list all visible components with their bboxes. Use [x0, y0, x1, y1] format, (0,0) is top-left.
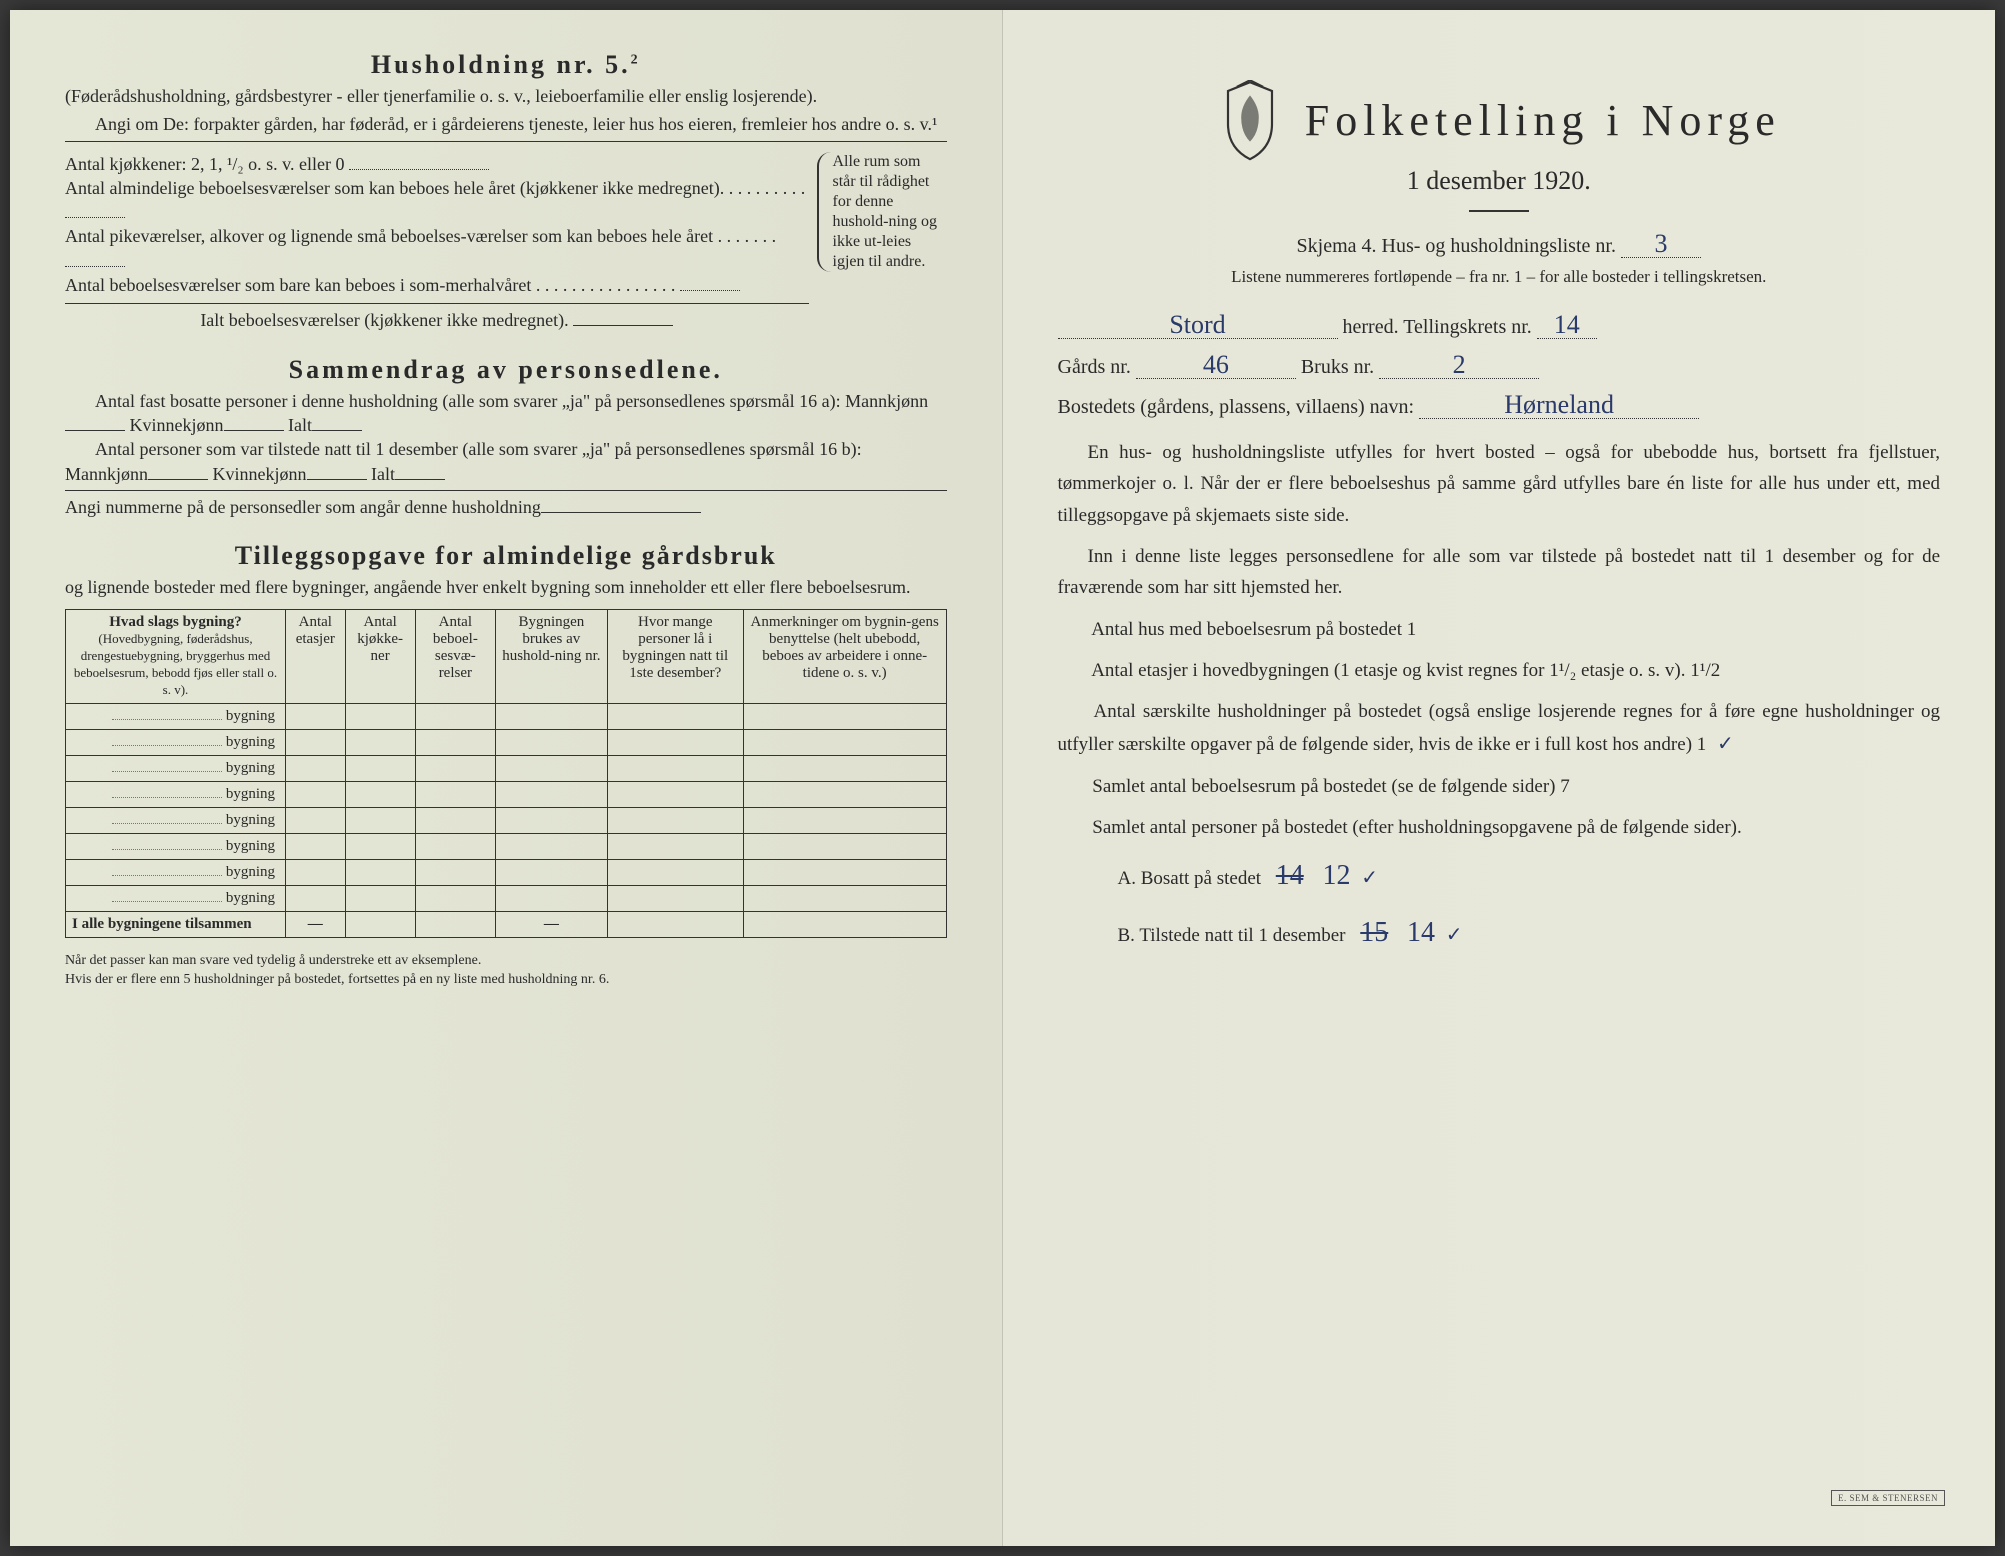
sammen-line2: Antal personer som var tilstede natt til… — [65, 437, 947, 486]
th-beboelse: Antal beboel-sesvæ-relser — [415, 610, 495, 704]
sammen-line3: Angi nummerne på de personsedler som ang… — [65, 495, 947, 519]
date: 1 desember 1920. — [1058, 166, 1941, 196]
B-val: 14 — [1407, 917, 1435, 948]
left-page: Husholdning nr. 5.2 (Føderådshusholdning… — [10, 10, 1003, 1546]
sub1: (Føderådshusholdning, gårdsbestyrer - el… — [65, 84, 947, 108]
printer-stamp: E. SEM & STENERSEN — [1831, 1490, 1945, 1506]
table-row: bygning — [66, 756, 947, 782]
sammendrag-title: Sammendrag av personsedlene. — [65, 355, 947, 385]
table-row: bygning — [66, 730, 947, 756]
tillegg-title: Tilleggsopgave for almindelige gårdsbruk — [65, 541, 947, 571]
listene-note: Listene nummereres fortløpende – fra nr.… — [1058, 266, 1941, 289]
hushold-val: 1 — [1697, 734, 1707, 755]
th-personer: Hvor mange personer lå i bygningen natt … — [607, 610, 743, 704]
husholdning-title: Husholdning nr. 5.2 — [65, 50, 947, 80]
bosted-val: Hørneland — [1419, 392, 1699, 419]
line-A: A. Bosatt på stedet 14 12 ✓ — [1058, 853, 1941, 899]
q-hushold: Antal særskilte husholdninger på bostede… — [1058, 696, 1941, 760]
line-pike: Antal pikeværelser, alkover og lignende … — [65, 224, 809, 273]
herred-val: Stord — [1058, 312, 1338, 339]
etasjer-val: 1¹/2 — [1690, 660, 1720, 681]
th-anm: Anmerkninger om bygnin-gens benyttelse (… — [743, 610, 946, 704]
right-page: Folketelling i Norge 1 desember 1920. Sk… — [1003, 10, 1996, 1546]
q-antalhus: Antal hus med beboelsesrum på bostedet 1 — [1058, 614, 1941, 645]
footnote: Når det passer kan man svare ved tydelig… — [65, 952, 947, 988]
header: Folketelling i Norge 1 desember 1920. — [1058, 80, 1941, 212]
q-samlet-rum: Samlet antal beboelsesrum på bostedet (s… — [1058, 771, 1941, 802]
rooms-block: Antal kjøkkener: 2, 1, ¹/₂ o. s. v. elle… — [65, 152, 947, 333]
check-mark-icon: ✓ — [1446, 924, 1463, 946]
line-sommer: Antal beboelsesværelser som bare kan beb… — [65, 273, 809, 297]
table-row: bygning — [66, 834, 947, 860]
skjema-line: Skjema 4. Hus- og husholdningsliste nr. … — [1058, 226, 1941, 266]
main-title: Folketelling i Norge — [1305, 95, 1781, 146]
samlet-rum-val: 7 — [1560, 776, 1570, 797]
line-ialt: Ialt beboelsesværelser (kjøkkener ikke m… — [65, 303, 809, 332]
check-mark-icon: ✓ — [1361, 867, 1378, 889]
sammen-line1: Antal fast bosatte personer i denne hush… — [65, 389, 947, 438]
document-spread: Husholdning nr. 5.2 (Føderådshusholdning… — [10, 10, 1995, 1546]
tillegg-sub: og lignende bosteder med flere bygninger… — [65, 575, 947, 599]
line-kjokken: Antal kjøkkener: 2, 1, ¹/₂ o. s. v. elle… — [65, 152, 809, 176]
tillegg-table: Hvad slags bygning? (Hovedbygning, føder… — [65, 609, 947, 938]
table-row: bygning — [66, 704, 947, 730]
th-etasjer: Antal etasjer — [286, 610, 346, 704]
para2: Inn i denne liste legges personsedlene f… — [1058, 541, 1941, 604]
gards-val: 46 — [1136, 352, 1296, 379]
check-mark-icon: ✓ — [1717, 733, 1734, 755]
herred-line: Stord herred. Tellingskrets nr. 14 — [1058, 307, 1941, 347]
th-kjokkener: Antal kjøkke-ner — [345, 610, 415, 704]
q-etasjer: Antal etasjer i hovedbygningen (1 etasje… — [1058, 655, 1941, 686]
foot-label: I alle bygningene tilsammen — [66, 912, 286, 938]
th-brukes: Bygningen brukes av hushold-ning nr. — [496, 610, 608, 704]
line-alm: Antal almindelige beboelsesværelser som … — [65, 176, 809, 225]
th-bygning: Hvad slags bygning? (Hovedbygning, føder… — [66, 610, 286, 704]
table-row: bygning — [66, 860, 947, 886]
table-row: bygning — [66, 782, 947, 808]
B-strike: 15 — [1360, 917, 1388, 948]
line-B: B. Tilstede natt til 1 desember 15 14 ✓ — [1058, 910, 1941, 956]
brace-note: Alle rum som står til rådighet for denne… — [817, 152, 947, 272]
para1: En hus- og husholdningsliste utfylles fo… — [1058, 437, 1941, 531]
q-samlet-pers: Samlet antal personer på bostedet (efter… — [1058, 812, 1941, 843]
antalhus-val: 1 — [1407, 619, 1417, 640]
table-row: bygning — [66, 808, 947, 834]
table-row: bygning — [66, 886, 947, 912]
skjema-nr: 3 — [1621, 231, 1701, 258]
krets-val: 14 — [1537, 312, 1597, 339]
bruks-val: 2 — [1379, 352, 1539, 379]
A-val: 12 — [1323, 860, 1351, 891]
bosted-line: Bostedets (gårdens, plassens, villaens) … — [1058, 387, 1941, 427]
sub2: Angi om De: forpakter gården, har føderå… — [65, 112, 947, 136]
A-strike: 14 — [1276, 860, 1304, 891]
coat-of-arms-icon — [1217, 80, 1283, 160]
gards-line: Gårds nr. 46 Bruks nr. 2 — [1058, 347, 1941, 387]
